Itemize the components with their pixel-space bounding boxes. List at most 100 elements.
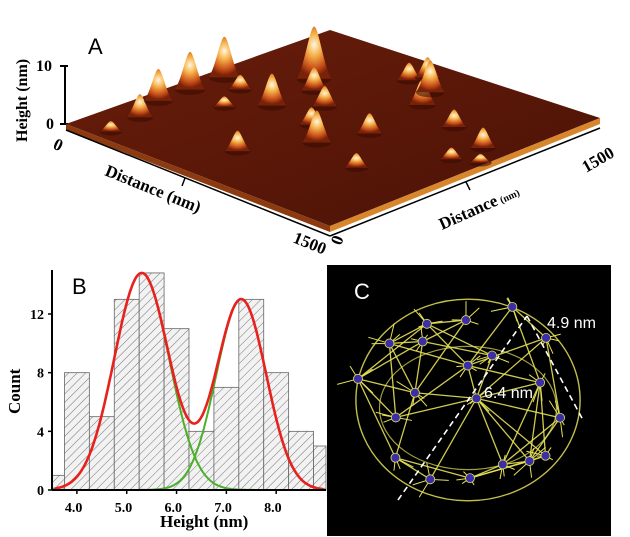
cage-bond xyxy=(395,457,471,479)
metal-center xyxy=(390,412,401,423)
cage-bond xyxy=(357,378,416,394)
cage-bond xyxy=(357,378,397,459)
panel-a-front-right-edge xyxy=(330,118,600,232)
panel-c: C 4.9 nm 6.4 nm xyxy=(327,265,611,536)
surface-peak xyxy=(126,94,154,118)
metal-center xyxy=(390,452,401,463)
cage-bond xyxy=(426,323,469,367)
metal-center xyxy=(535,377,546,388)
surface-peak xyxy=(356,113,383,134)
cage-bond xyxy=(469,460,530,479)
panel-b-ticks: 4.0 5.0 6.0 7.0 8.0 0 4 8 12 xyxy=(30,308,282,516)
surface-peak xyxy=(224,130,251,152)
histogram-bar xyxy=(288,430,314,491)
cage-bond xyxy=(389,342,468,367)
metal-center xyxy=(417,336,428,347)
cage-bond xyxy=(422,340,493,357)
cage-bond xyxy=(414,341,424,393)
histogram-bar xyxy=(313,445,327,491)
surface-peak xyxy=(208,36,240,78)
metal-center xyxy=(465,473,475,484)
panel-a-z-label: Height (nm) xyxy=(14,59,31,142)
cage-bond xyxy=(545,337,561,418)
cage-bond xyxy=(502,417,561,465)
metal-center xyxy=(425,474,436,485)
x-tick-label: 8.0 xyxy=(264,501,282,516)
cage-bond xyxy=(476,381,541,399)
x-tick-label: 7.0 xyxy=(214,501,232,516)
cage-bond xyxy=(389,340,423,345)
panel-b-letter: B xyxy=(72,274,87,299)
surface-peak xyxy=(396,62,422,81)
panel-c-letter: C xyxy=(354,279,370,304)
metal-center xyxy=(540,450,551,461)
cage-bond xyxy=(467,365,478,399)
histogram-bar xyxy=(88,416,115,491)
surface-peak xyxy=(212,96,236,107)
panel-a-letter: A xyxy=(88,34,103,59)
cage-bond xyxy=(511,306,547,339)
panel-a-z-tick-10: 10 xyxy=(36,58,52,75)
surface-peak xyxy=(302,110,332,143)
panel-a-y-axis-line xyxy=(329,127,601,237)
cage-bond xyxy=(502,382,541,465)
metal-center xyxy=(462,360,473,371)
panel-a-front-left-edge xyxy=(66,124,330,232)
metal-center xyxy=(421,318,432,329)
cage-bond xyxy=(388,343,416,394)
metal-center xyxy=(471,393,482,404)
cage-ring xyxy=(378,345,558,471)
surface-peak xyxy=(415,60,445,93)
histogram-bar xyxy=(138,272,165,491)
histogram-bar xyxy=(64,372,90,491)
cage-bond xyxy=(476,337,547,399)
y-tick-label: 8 xyxy=(37,367,44,382)
cage-bond xyxy=(414,392,477,399)
cage-bond xyxy=(414,319,467,394)
cage-bond xyxy=(388,343,397,418)
panel-a-x-tick-0: 0 xyxy=(50,134,66,155)
cage-bond xyxy=(476,397,546,457)
metal-center xyxy=(487,350,497,361)
panel-a-y-tick-1500: 1500 xyxy=(579,143,618,176)
surface-peak xyxy=(470,127,496,148)
cage-bond xyxy=(528,382,541,462)
cage-bond xyxy=(475,397,530,462)
surface-peak xyxy=(469,153,492,163)
panel-a-y-label-text: Distance xyxy=(436,191,501,234)
surface-peak xyxy=(99,121,123,132)
cage-bond xyxy=(467,306,513,366)
surface-peak xyxy=(441,109,467,127)
metal-center xyxy=(507,301,518,312)
y-tick-label: 12 xyxy=(30,308,44,323)
panel-a-x-axis-line xyxy=(65,129,331,237)
histogram-bar xyxy=(238,298,265,491)
panel-a-z-tick-0: 0 xyxy=(46,116,54,133)
cage-bond xyxy=(467,364,541,384)
metal-center xyxy=(353,373,363,384)
histogram-bar xyxy=(263,372,290,491)
surface-peak xyxy=(257,73,287,106)
surface-peak xyxy=(439,147,464,160)
x-tick-label: 6.0 xyxy=(165,501,183,516)
metal-center xyxy=(384,338,395,349)
y-tick-label: 0 xyxy=(37,484,44,499)
cage-bond xyxy=(475,398,504,465)
panel-a-y-tick-0: 0 xyxy=(327,233,348,247)
panel-b-y-label: Count xyxy=(5,368,24,414)
histogram-bar xyxy=(113,298,140,491)
panel-a: A 10 0 Height (nm) 0 1500 Distance (nm) … xyxy=(14,26,618,258)
panel-b: B 4.0 5.0 6.0 7.0 8.0 0 4 8 12 Height (nm) Count xyxy=(5,270,327,531)
metal-center xyxy=(524,456,535,466)
panel-a-z-axis: 10 0 Height (nm) xyxy=(14,58,68,142)
diameter-guide-inner xyxy=(397,315,528,501)
cage-bond xyxy=(357,323,428,380)
histogram-bars xyxy=(51,272,327,491)
histogram-bar xyxy=(213,386,240,491)
cage-bond xyxy=(357,340,423,380)
panel-b-x-label: Height (nm) xyxy=(160,512,248,531)
metal-center xyxy=(410,387,420,398)
cage-bond xyxy=(395,365,469,418)
x-tick-label: 5.0 xyxy=(115,501,132,516)
